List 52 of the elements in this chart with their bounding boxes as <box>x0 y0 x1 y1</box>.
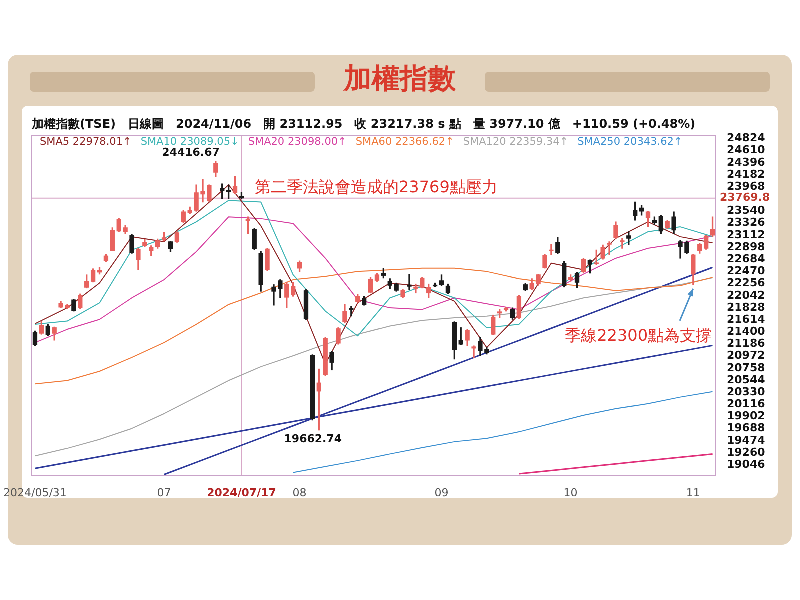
text: SMA5 22978.01↑ <box>40 136 132 148</box>
y-tick-label: 22042 <box>727 288 766 302</box>
y-tick-label: 21186 <box>727 337 766 350</box>
text: SMA250 20343.62↑ <box>578 136 683 148</box>
y-tick-label: 20116 <box>727 398 766 411</box>
y-tick-label: 23112 <box>727 228 766 242</box>
y-tick-label: 19902 <box>727 410 766 423</box>
text: SMA120 22359.34↑ <box>463 136 569 148</box>
y-tick-label: 20758 <box>727 361 766 374</box>
candlestick <box>407 274 412 290</box>
text: SMA20 23098.00↑ <box>248 136 347 148</box>
x-tick-label: 2024/07/17 <box>207 486 276 500</box>
y-tick-label: 21828 <box>727 300 766 314</box>
candlestick <box>620 238 625 249</box>
y-tick-label: 20330 <box>727 385 766 398</box>
y-tick-label: 24182 <box>727 168 766 181</box>
annotation: 季線22300點為支撐 <box>565 326 712 345</box>
y-tick-label: 22898 <box>727 240 766 254</box>
text: SMA10 23089.05↓ <box>140 136 240 148</box>
x-tick-label: 2024/05/31 <box>4 486 67 500</box>
candlestick <box>549 244 554 256</box>
ref-line-label: 23769.8 <box>720 191 770 204</box>
annotation: 19662.74 <box>284 432 342 446</box>
text: SMA60 22366.62↑ <box>356 136 454 148</box>
y-tick-label: 21614 <box>727 312 766 326</box>
candlestick <box>472 346 476 358</box>
y-tick-label: 21400 <box>727 325 766 338</box>
y-tick-label: 23326 <box>727 216 766 230</box>
x-tick-label: 09 <box>434 486 449 500</box>
candlestick <box>607 242 612 256</box>
x-tick-label: 08 <box>292 486 307 500</box>
y-tick-label: 19046 <box>727 458 766 472</box>
y-tick-label: 22256 <box>727 276 766 290</box>
y-tick-label: 24610 <box>727 144 766 157</box>
chart-subtitle: 加權指數(TSE) 日線圖 2024/11/06 開 23112.95 收 23217.38 s 點 量 3977.10 億 +110.59 (+0.48%) <box>32 116 696 133</box>
y-tick-label: 24824 <box>727 132 766 145</box>
y-tick-label: 23968 <box>727 180 766 193</box>
y-tick-label: 22684 <box>727 252 766 266</box>
y-tick-label: 20544 <box>727 373 766 386</box>
y-tick-label: 23540 <box>727 204 766 218</box>
y-tick-label: 19474 <box>727 434 766 447</box>
y-tick-label: 20972 <box>727 349 766 362</box>
y-tick-label: 22470 <box>727 264 766 278</box>
x-tick-label: 11 <box>686 486 700 500</box>
y-tick-label: 19260 <box>727 446 766 459</box>
x-tick-label: 07 <box>157 486 172 500</box>
x-tick-label: 10 <box>564 486 578 500</box>
annotation: 24416.67 <box>162 146 220 160</box>
annotation: 第二季法說會造成的23769點壓力 <box>254 177 498 196</box>
y-tick-label: 19688 <box>727 422 766 435</box>
chart-title: 加權指數 <box>342 61 457 97</box>
y-tick-label: 24396 <box>727 156 766 169</box>
